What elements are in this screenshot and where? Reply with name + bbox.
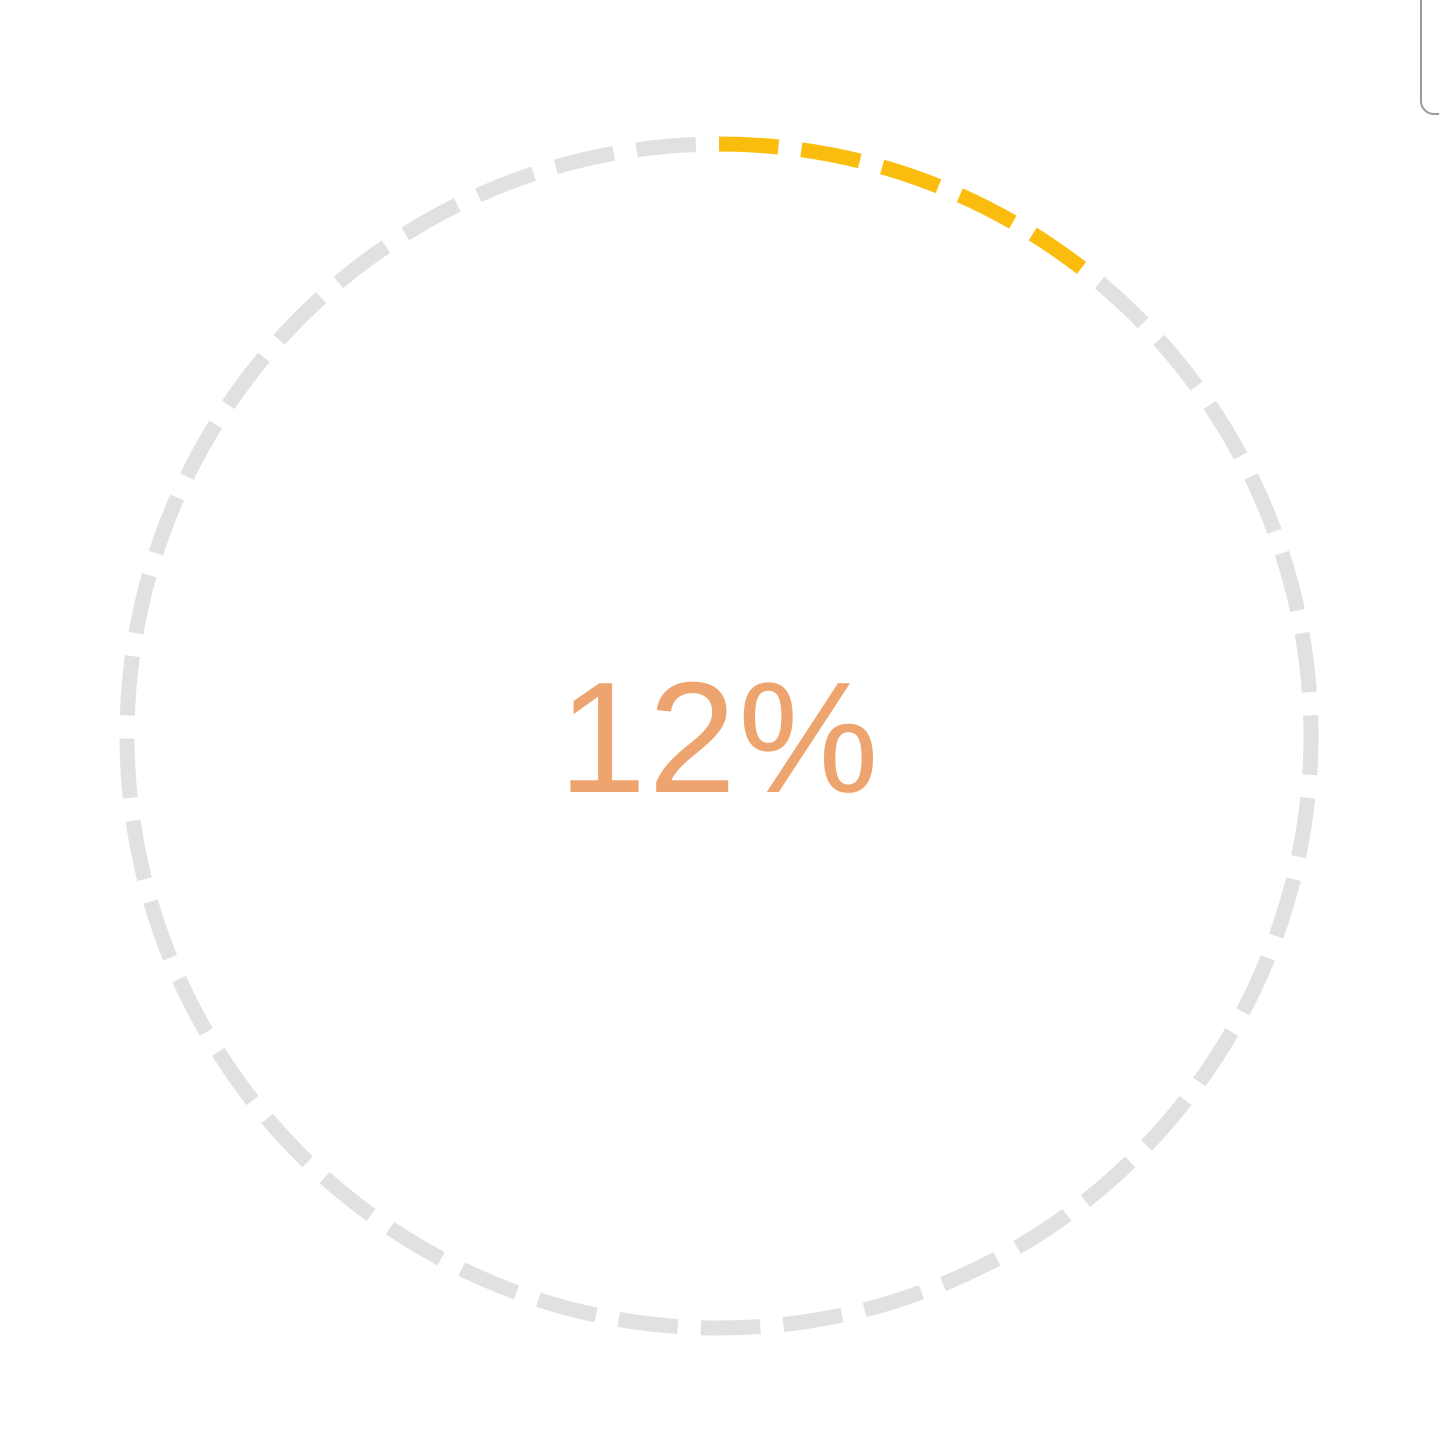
progress-segment-track bbox=[1203, 400, 1248, 460]
progress-segment-track bbox=[143, 899, 178, 961]
progress-segment-track bbox=[211, 1047, 259, 1106]
progress-segment-track bbox=[221, 352, 270, 410]
progress-segment-track bbox=[940, 1252, 1001, 1291]
progress-segment-track bbox=[119, 738, 138, 799]
progress-segment-filled bbox=[1028, 227, 1087, 274]
progress-segment-track bbox=[1294, 631, 1317, 693]
progress-segment-track bbox=[125, 819, 152, 882]
progress-segment-filled bbox=[800, 142, 862, 169]
progress-segment-track bbox=[172, 975, 213, 1036]
progress-segment-track bbox=[1269, 877, 1301, 939]
progress-segment-track bbox=[1193, 1028, 1239, 1087]
progress-segment-track bbox=[273, 292, 327, 345]
progress-segment-track bbox=[333, 240, 391, 289]
progress-segment-track bbox=[1236, 954, 1275, 1016]
progress-segment-track bbox=[1244, 473, 1282, 534]
edge-panel-handle[interactable] bbox=[1420, 0, 1439, 115]
progress-segment-track bbox=[700, 1319, 761, 1336]
progress-segment-track bbox=[1080, 1156, 1136, 1207]
progress-segment-filled bbox=[880, 159, 942, 194]
progress-segment-track bbox=[385, 1221, 445, 1266]
progress-segment-track bbox=[1274, 550, 1305, 613]
progress-segment-track bbox=[261, 1113, 313, 1168]
progress-segment-track bbox=[862, 1285, 925, 1318]
progress-segment-track bbox=[475, 166, 537, 203]
progress-segment-filled bbox=[718, 136, 780, 155]
progress-segment-track bbox=[1291, 797, 1316, 859]
progress-segment-track bbox=[553, 146, 616, 175]
progress-segment-filled bbox=[956, 188, 1017, 229]
progress-percent-label: 12% bbox=[558, 650, 881, 826]
progress-segment-track bbox=[128, 573, 157, 635]
progress-segment-track bbox=[635, 136, 697, 158]
progress-segment-track bbox=[180, 420, 223, 480]
progress-segment-track bbox=[401, 198, 461, 241]
progress-segment-track bbox=[1153, 334, 1203, 391]
progress-segment-track bbox=[1141, 1095, 1192, 1151]
progress-segment-track bbox=[319, 1171, 376, 1222]
progress-segment-track bbox=[1094, 276, 1149, 329]
progress-segment-track bbox=[148, 494, 185, 556]
progress-segment-track bbox=[1302, 715, 1319, 776]
progress-segment-track bbox=[782, 1307, 844, 1332]
progress-segment-track bbox=[1013, 1208, 1072, 1254]
progress-segment-track bbox=[458, 1262, 520, 1300]
progress-segment-track bbox=[119, 655, 140, 716]
progress-segment-track bbox=[617, 1312, 679, 1335]
progress-segment-track bbox=[536, 1292, 598, 1323]
